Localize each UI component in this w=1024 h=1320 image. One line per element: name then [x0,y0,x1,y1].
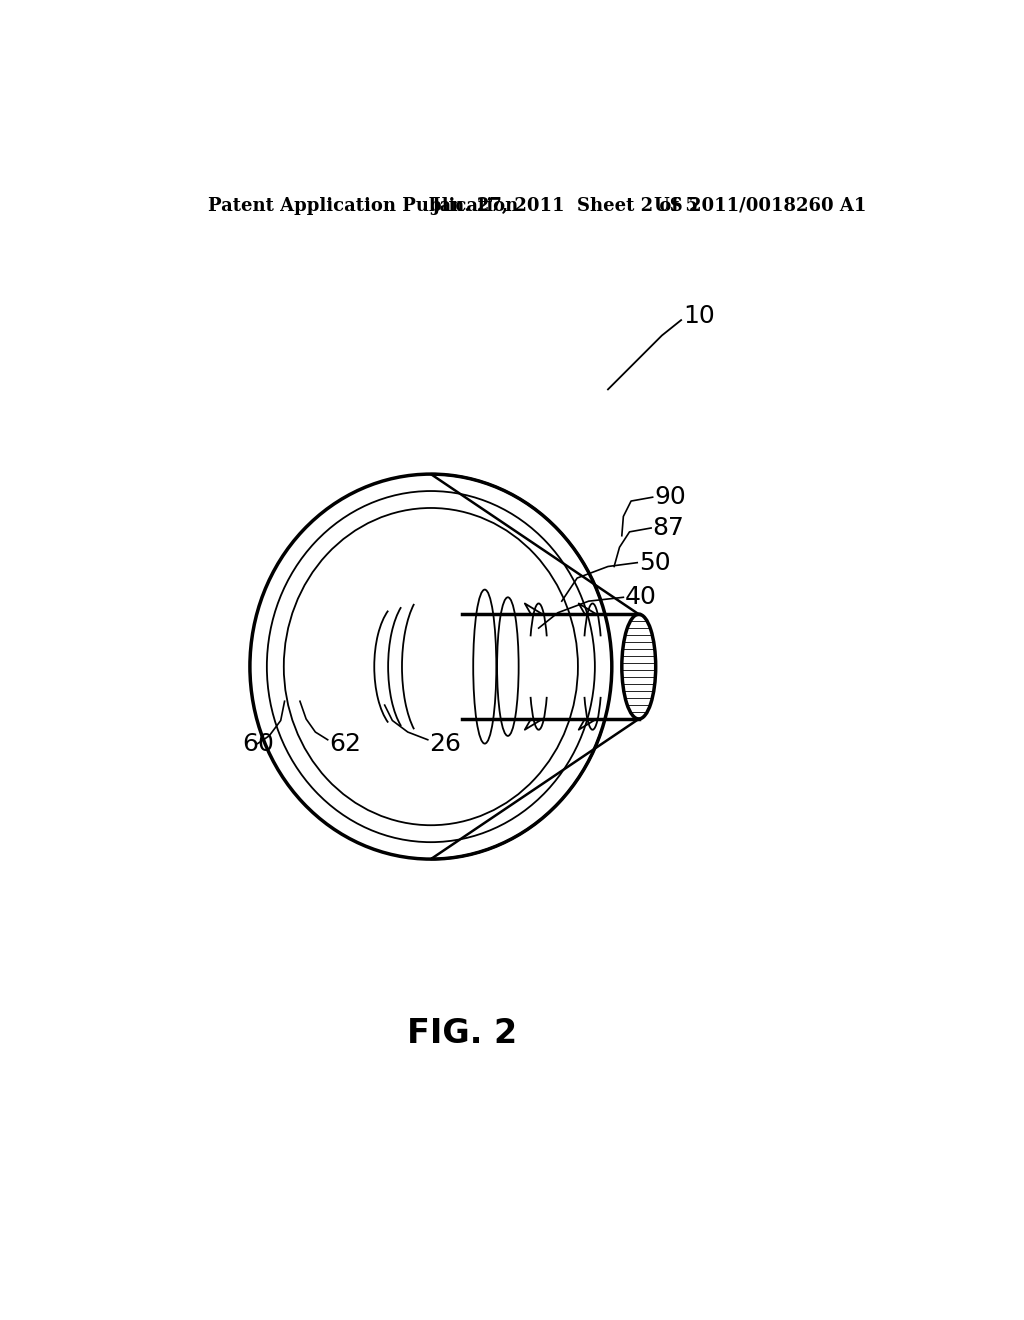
Text: Jan. 27, 2011  Sheet 2 of 5: Jan. 27, 2011 Sheet 2 of 5 [431,197,698,215]
Text: 87: 87 [652,516,684,540]
Text: 90: 90 [654,486,686,510]
Text: Patent Application Publication: Patent Application Publication [208,197,518,215]
Text: US 2011/0018260 A1: US 2011/0018260 A1 [654,197,866,215]
Text: FIG. 2: FIG. 2 [407,1016,517,1049]
Text: 26: 26 [429,731,462,755]
Text: 10: 10 [683,304,715,329]
Text: 60: 60 [243,731,274,755]
Text: 62: 62 [330,731,361,755]
Text: 40: 40 [625,585,656,610]
Text: 50: 50 [639,550,671,574]
